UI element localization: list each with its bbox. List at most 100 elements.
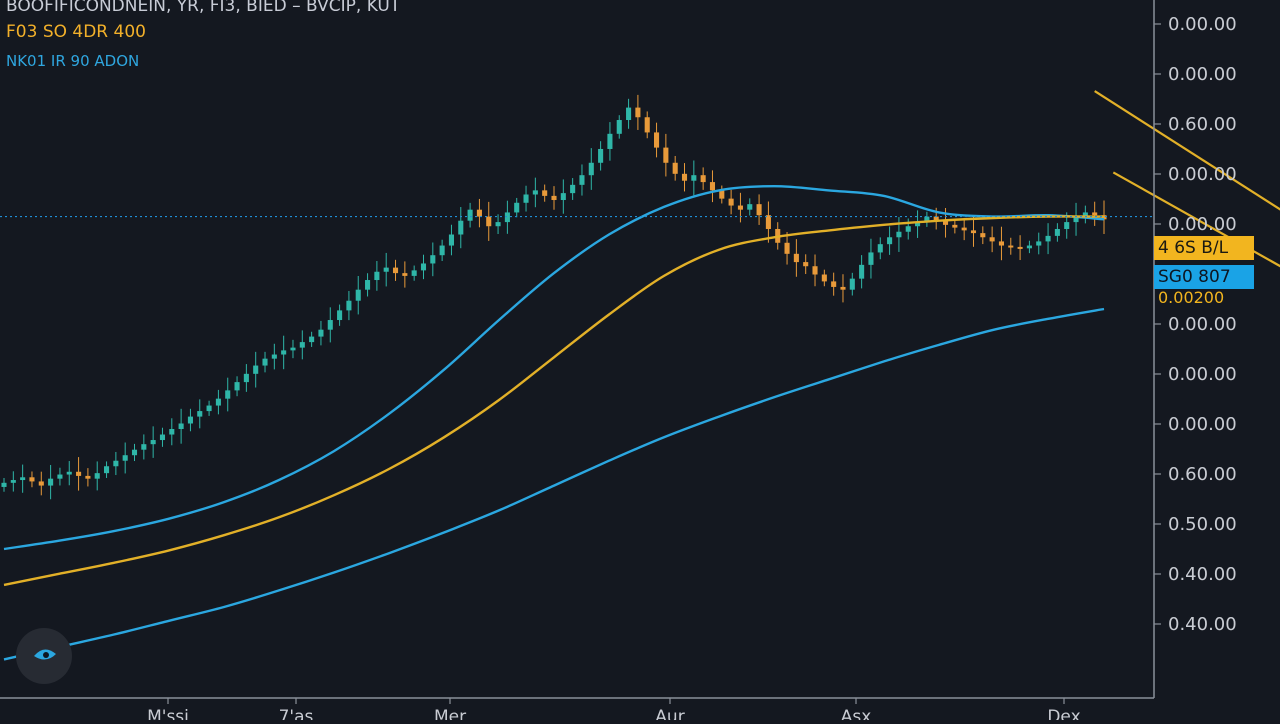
- candle-body: [178, 423, 184, 430]
- logo-badge[interactable]: [16, 628, 72, 684]
- candle-body: [430, 255, 436, 264]
- candle-body: [495, 222, 501, 227]
- candle-body: [420, 263, 427, 271]
- candle-body: [551, 195, 557, 201]
- y-tick-label: 0.50.00: [1168, 514, 1237, 535]
- candle-body: [989, 237, 995, 242]
- candle-body: [728, 198, 734, 206]
- candle-body: [346, 300, 352, 311]
- candle-body: [504, 212, 510, 223]
- candle-body: [579, 175, 585, 185]
- candle-body: [616, 120, 622, 134]
- candle-body: [271, 354, 277, 359]
- candle-body: [859, 264, 865, 279]
- candle-body: [523, 194, 529, 203]
- candle-body: [765, 215, 771, 229]
- candle-body: [57, 474, 63, 479]
- candle-body: [691, 175, 697, 181]
- candle-body: [122, 455, 128, 461]
- candle-body: [150, 440, 156, 445]
- price-tag-yellow: 4 6S B/L: [1154, 236, 1254, 260]
- moving-averages: [3, 184, 1105, 661]
- candle-body: [281, 350, 287, 355]
- candle-body: [1017, 246, 1023, 249]
- candle-body: [48, 478, 54, 486]
- candle-body: [635, 107, 641, 118]
- chart-title: BOOFIFICONDNEIN, YR, FI3, BIED – BVCIP, …: [6, 0, 401, 16]
- candle-body: [169, 429, 175, 435]
- y-tick-label: 0.00.00: [1168, 164, 1237, 185]
- candle-body: [700, 175, 706, 183]
- candle-body: [1054, 228, 1060, 236]
- candle-body: [253, 365, 259, 374]
- candle-body: [365, 280, 371, 290]
- y-tick-label: 0.00.00: [1168, 364, 1237, 385]
- x-tick-label: Asx: [841, 707, 872, 720]
- candle-body: [793, 253, 799, 263]
- candle-body: [290, 347, 296, 351]
- moving-average-line-3: [3, 307, 1105, 661]
- candle-body: [29, 477, 35, 482]
- candle-body: [318, 329, 324, 337]
- candle-body: [1082, 212, 1088, 217]
- candle-body: [514, 202, 520, 213]
- candle-body: [924, 216, 930, 223]
- candle-body: [225, 390, 231, 399]
- candle-body: [1008, 245, 1014, 248]
- candle-body: [709, 182, 716, 191]
- candle-body: [411, 270, 417, 276]
- candle-body: [327, 320, 333, 330]
- candle-body: [1045, 235, 1051, 242]
- candle-body: [681, 173, 688, 181]
- candle-body: [1, 482, 7, 487]
- candle-body: [439, 245, 445, 256]
- candle-body: [803, 262, 809, 267]
- candle-body: [784, 242, 790, 254]
- candle-body: [887, 237, 893, 245]
- candle-body: [1092, 212, 1098, 216]
- candle-body: [970, 230, 977, 234]
- x-tick-label: M'ssi: [147, 707, 189, 720]
- candles: [1, 94, 1107, 500]
- price-tag-secondary: 0.00200: [1158, 288, 1225, 307]
- candle-body: [719, 190, 725, 199]
- candle-body: [38, 481, 44, 486]
- candle-body: [355, 289, 361, 301]
- candle-body: [1064, 222, 1070, 229]
- candle-body: [896, 231, 902, 238]
- candle-body: [486, 216, 492, 227]
- candle-body: [849, 278, 855, 290]
- candle-body: [961, 227, 967, 231]
- candle-body: [131, 449, 138, 456]
- y-tick-label: 0.40.00: [1168, 614, 1237, 635]
- x-tick-label: Mer: [434, 707, 466, 720]
- candle-body: [197, 411, 203, 417]
- candle-body: [1036, 241, 1042, 246]
- candle-body: [532, 190, 538, 195]
- candle-body: [952, 224, 958, 228]
- candle-body: [392, 267, 399, 274]
- candle-body: [458, 220, 464, 235]
- candle-body: [299, 342, 305, 348]
- candle-body: [1073, 216, 1079, 223]
- trendline-1: [1094, 90, 1280, 211]
- candle-body: [607, 133, 613, 149]
- candle-body: [542, 190, 548, 196]
- candle-body: [215, 398, 221, 406]
- candle-body: [104, 466, 110, 474]
- x-axis: M'ssi 7'as Mer Aur Asx Dex: [147, 698, 1081, 724]
- candle-body: [374, 271, 380, 281]
- candle-body: [262, 358, 268, 366]
- candle-body: [737, 205, 743, 210]
- y-tick-label: 0.40.00: [1168, 564, 1237, 585]
- candle-body: [868, 252, 874, 265]
- candle-body: [626, 107, 632, 121]
- candle-body: [476, 209, 482, 217]
- moving-average-line-1: [3, 184, 1105, 551]
- candle-body: [113, 460, 119, 467]
- candle-body: [560, 193, 566, 201]
- candle-body: [644, 117, 650, 133]
- candle-body: [159, 434, 166, 441]
